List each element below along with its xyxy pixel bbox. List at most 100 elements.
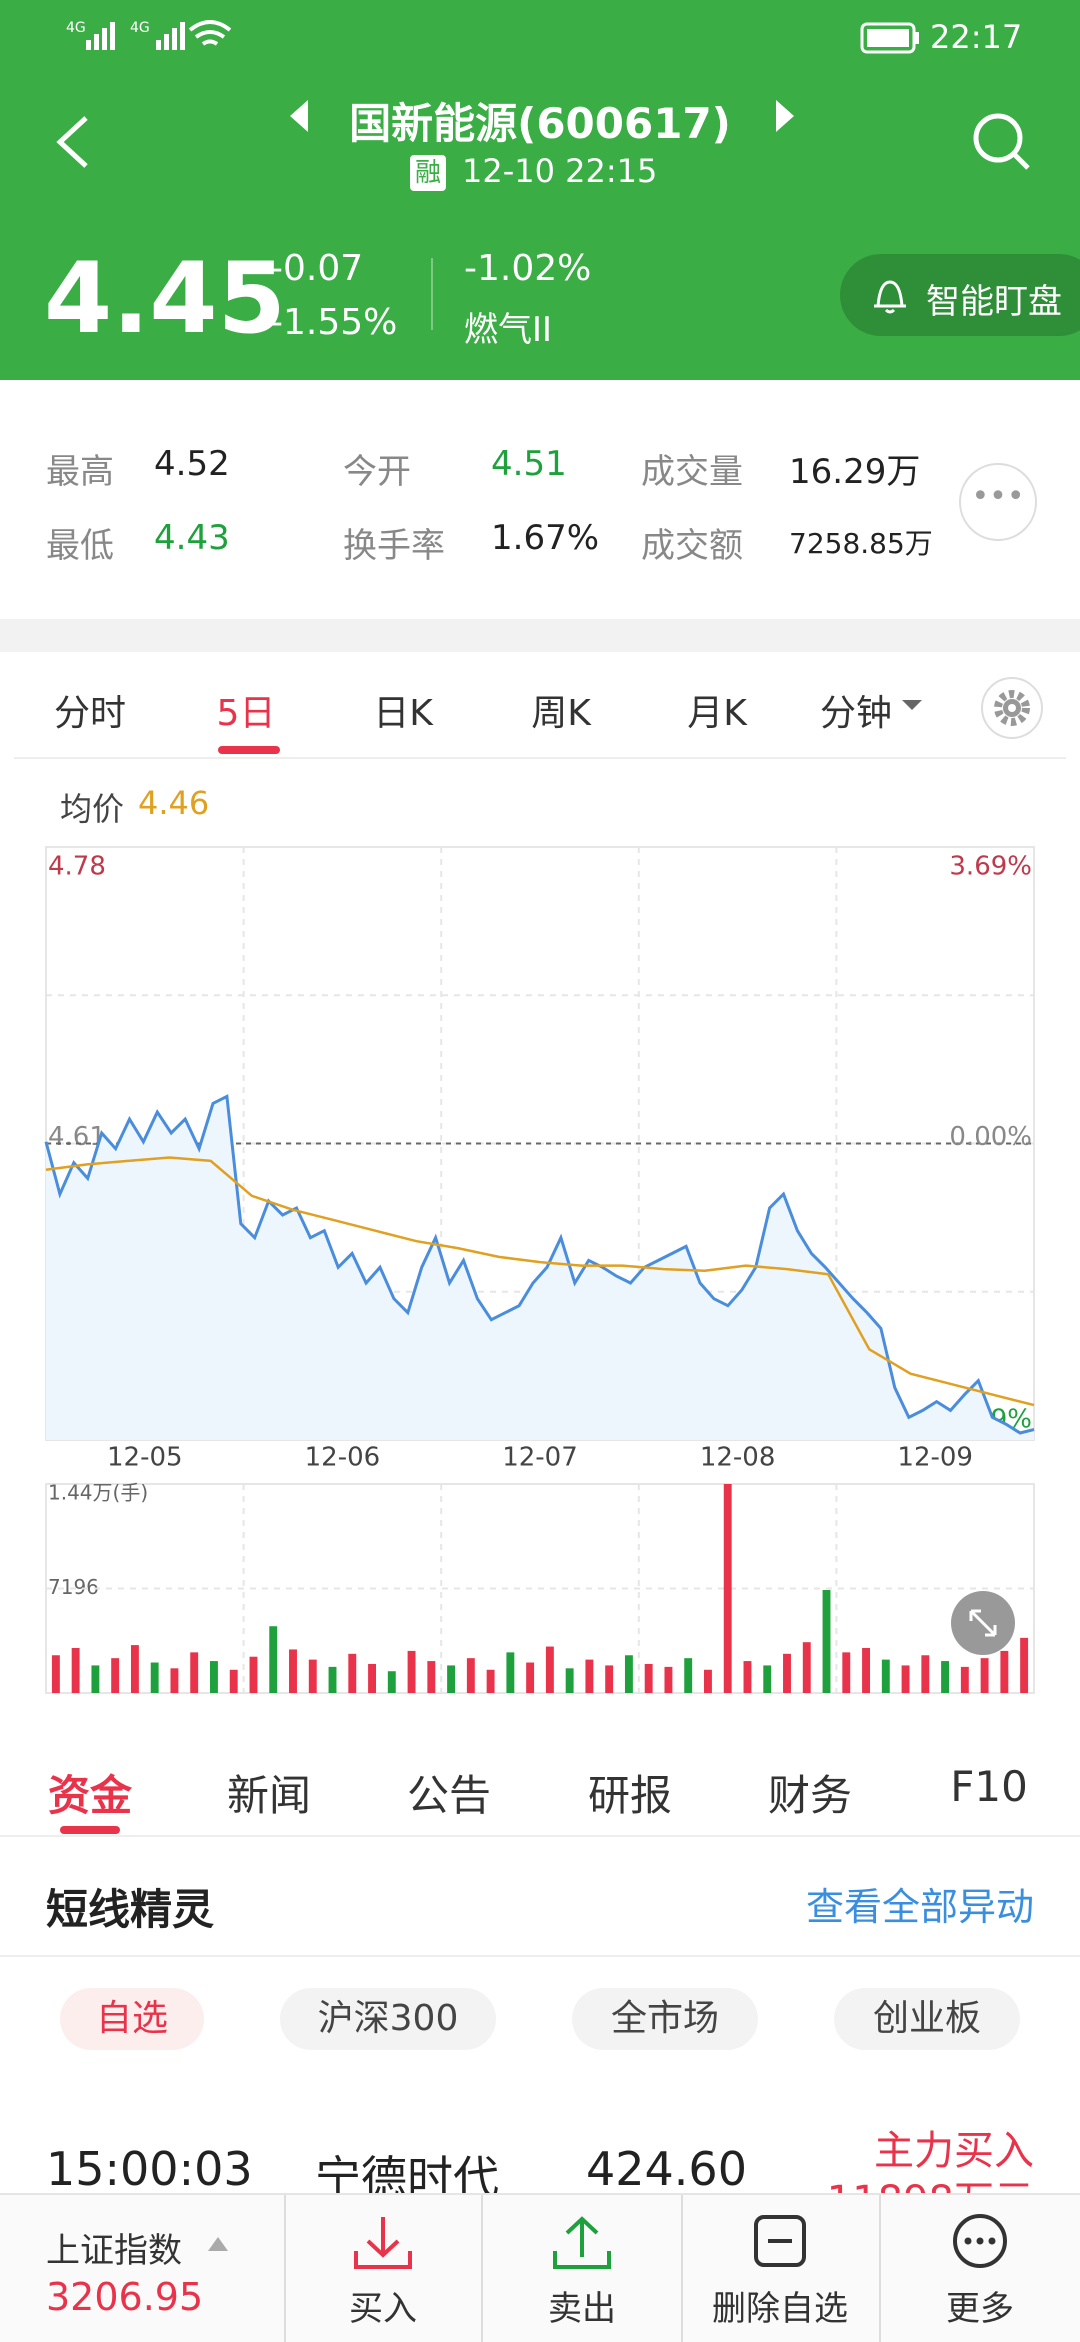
volume-bar xyxy=(348,1653,357,1693)
volume-bar xyxy=(565,1668,574,1693)
stat-value: 16.29万 xyxy=(789,452,921,492)
info-tab[interactable]: 公告 xyxy=(406,1771,492,1820)
filter-chip[interactable]: 沪深300 xyxy=(280,1988,496,2050)
chart-tab[interactable]: 日K xyxy=(373,693,433,734)
x-tick-label: 12-08 xyxy=(700,1443,776,1473)
chart-tab[interactable]: 周K xyxy=(531,693,591,734)
volume-bar xyxy=(862,1648,870,1693)
y-tick-label: 4.78 xyxy=(48,852,106,882)
x-tick-label: 12-07 xyxy=(502,1443,578,1473)
volume-bar xyxy=(901,1665,910,1693)
chart-tab[interactable]: 月K xyxy=(687,693,747,734)
dropdown-arrow[interactable] xyxy=(900,694,924,718)
row-time: 15:00:03 xyxy=(46,2142,253,2196)
volume-bar xyxy=(210,1661,218,1693)
more-button[interactable]: ••• xyxy=(959,463,1037,541)
monitor-button[interactable]: 智能盯盘 xyxy=(840,254,1080,336)
stat-value: 4.51 xyxy=(491,444,567,484)
action-label[interactable]: 买入 xyxy=(349,2289,417,2329)
chart-tab[interactable]: 分时 xyxy=(53,693,127,734)
stat-value: 4.52 xyxy=(154,444,230,484)
datetime: 12-10 22:15 xyxy=(462,152,658,190)
stat-label: 最高 xyxy=(46,452,114,492)
volume-bar xyxy=(822,1589,831,1693)
avg-label: 均价 xyxy=(60,790,125,828)
other-pct: -1.02% xyxy=(464,248,592,289)
bottom-icons xyxy=(284,2195,1007,2342)
volume-bar xyxy=(387,1671,396,1693)
x-tick-label: 12-09 xyxy=(897,1443,973,1473)
price-chart: 12-0512-0612-0712-0812-094.784.614.443.6… xyxy=(44,846,1035,1694)
action-label[interactable]: 卖出 xyxy=(548,2289,616,2329)
sector: 燃气II xyxy=(464,310,553,350)
filter-chip[interactable]: 自选 xyxy=(60,1988,204,2050)
volume-bar xyxy=(684,1658,693,1693)
volume-bar xyxy=(1000,1650,1009,1693)
avg-value: 4.46 xyxy=(138,784,210,822)
volume-bar xyxy=(190,1652,199,1693)
index-name[interactable]: 上证指数 xyxy=(46,2231,182,2271)
stat-value: 1.67% xyxy=(491,518,600,558)
back-button[interactable] xyxy=(56,116,88,168)
row-signal: 主力买入 xyxy=(874,2128,1034,2174)
action-label[interactable]: 更多 xyxy=(946,2289,1014,2329)
svg-text:4G: 4G xyxy=(130,20,150,36)
volume-bar xyxy=(1020,1637,1029,1693)
battery xyxy=(860,22,916,54)
monitor-label: 智能盯盘 xyxy=(926,282,1062,322)
volume-bar xyxy=(802,1642,811,1693)
volume-bar xyxy=(624,1655,633,1693)
svg-text:4G: 4G xyxy=(66,20,86,36)
volume-bar xyxy=(743,1661,752,1693)
settings-button[interactable] xyxy=(981,677,1043,739)
prev-stock[interactable] xyxy=(290,100,308,132)
stat-label: 成交量 xyxy=(641,452,743,492)
expand-button[interactable] xyxy=(951,1591,1015,1655)
volume-bar xyxy=(71,1648,80,1693)
header-icons: 4G 4G xyxy=(56,20,1030,330)
info-tab[interactable]: 新闻 xyxy=(226,1771,312,1820)
gap xyxy=(0,619,1080,652)
info-tab[interactable]: 财务 xyxy=(767,1771,853,1820)
section-link[interactable]: 查看全部异动 xyxy=(805,1885,1034,1929)
filter-chip[interactable]: 全市场 xyxy=(572,1988,758,2050)
y2-tick-label: 3.69% xyxy=(949,852,1032,882)
bottom-bar: 上证指数 3206.95 买入 卖出 删除自选 更多 xyxy=(0,2193,1080,2342)
volume-bar xyxy=(921,1655,930,1693)
divider xyxy=(0,1955,1080,1957)
index-arrow xyxy=(208,2237,228,2251)
volume-bar xyxy=(506,1652,515,1693)
info-tab[interactable]: 研报 xyxy=(587,1771,673,1820)
tab-underline xyxy=(218,746,280,754)
stat-label: 成交额 xyxy=(641,526,743,566)
chart-tab[interactable]: 分钟 xyxy=(819,693,893,734)
volume-bar xyxy=(644,1663,653,1693)
search-button[interactable] xyxy=(973,113,1030,170)
section-title: 短线精灵 xyxy=(46,1885,215,1934)
row-price: 424.60 xyxy=(586,2142,747,2196)
action-label[interactable]: 删除自选 xyxy=(712,2289,848,2329)
volume-bar xyxy=(229,1669,238,1693)
next-stock[interactable] xyxy=(776,100,794,132)
divider xyxy=(14,757,1066,759)
info-tab[interactable]: 资金 xyxy=(47,1771,133,1820)
chart-tab[interactable]: 5日 xyxy=(216,693,276,734)
y2-tick-label: 0.00% xyxy=(949,1122,1032,1152)
volume-bar xyxy=(763,1665,772,1693)
change-pct: -1.55% xyxy=(270,302,398,343)
change: -0.07 xyxy=(270,248,364,289)
volume-bar xyxy=(486,1669,495,1693)
volume-bar xyxy=(51,1655,60,1693)
stat-value: 7258.85万 xyxy=(789,527,933,560)
bell-icon xyxy=(874,280,906,314)
info-tab[interactable]: F10 xyxy=(950,1762,1028,1811)
badge: 融 xyxy=(414,158,441,188)
volume-bar xyxy=(407,1650,416,1693)
volume-bar xyxy=(308,1659,317,1693)
header: 4G 4G 22:17 国新能源(600617) 融 12-10 22:15 4.… xyxy=(0,0,1080,380)
volume-bar xyxy=(466,1658,475,1693)
filter-chip[interactable]: 创业板 xyxy=(834,1988,1020,2050)
signal-icons: 4G 4G xyxy=(66,20,232,50)
badge-bg xyxy=(410,155,446,191)
